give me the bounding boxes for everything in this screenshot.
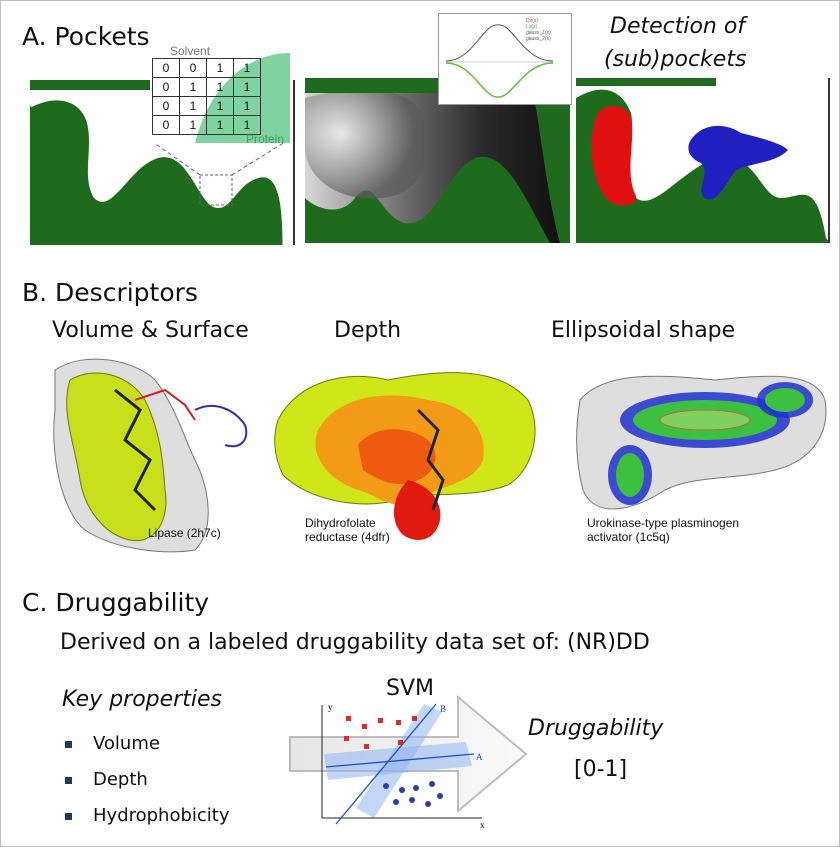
caption-urokinase: Urokinase-type plasminogen activator (1c… bbox=[587, 516, 740, 544]
solvent-label: Solvent bbox=[170, 44, 211, 58]
grid-cell: 1 bbox=[206, 96, 234, 116]
key-properties-label: Key properties bbox=[62, 687, 222, 712]
svm-point-blue bbox=[413, 785, 419, 791]
ellipsoid-image bbox=[576, 375, 827, 510]
grid-cell: 1 bbox=[206, 58, 234, 78]
svm-line-b: B bbox=[440, 704, 446, 714]
svm-axis-y: y bbox=[328, 702, 333, 712]
profile-chart: Dx(x) Lx(x) gauss_1(x) gauss_2(x) bbox=[438, 13, 572, 105]
caption-dihydrofolate: Dihydrofolate reductase (4dfr) bbox=[305, 516, 390, 544]
chart-legend-item: gauss_1(x) bbox=[526, 30, 551, 36]
svm-point-blue bbox=[393, 799, 399, 805]
svm-point-red bbox=[362, 724, 367, 729]
svm-point-red bbox=[396, 720, 401, 725]
pocket-panel-density bbox=[305, 78, 570, 243]
svm-point-blue bbox=[437, 793, 443, 799]
property-volume: Volume bbox=[93, 733, 160, 754]
section-c-title: C. Druggability bbox=[22, 588, 210, 617]
svm-point-blue bbox=[409, 797, 415, 803]
grid-cell: 1 bbox=[233, 115, 261, 135]
chart-legend-item: Dx(x) bbox=[526, 18, 538, 24]
grid-cell: 1 bbox=[206, 115, 234, 135]
descriptor-heading-ellipsoid: Ellipsoidal shape bbox=[551, 318, 736, 343]
chart-legend-item: gauss_2(x) bbox=[526, 36, 551, 42]
grid-cell: 0 bbox=[152, 115, 180, 135]
grid-cell: 0 bbox=[152, 96, 180, 116]
grid-cell: 0 bbox=[152, 58, 180, 78]
grid-cell: 0 bbox=[179, 58, 207, 78]
detection-label-line1: Detection of bbox=[610, 14, 746, 39]
svm-point-blue bbox=[429, 781, 435, 787]
svm-line-a: A bbox=[476, 752, 483, 762]
property-depth: Depth bbox=[93, 769, 148, 790]
svm-point-blue bbox=[383, 783, 389, 789]
grid-cell: 1 bbox=[179, 115, 207, 135]
volume-surface-image bbox=[53, 358, 248, 553]
property-hydrophobicity: Hydrophobicity bbox=[93, 805, 230, 826]
grid-cell: 1 bbox=[179, 77, 207, 97]
protein-label: Protein bbox=[246, 132, 285, 146]
grid-cell: 1 bbox=[206, 77, 234, 97]
svm-point-red bbox=[378, 718, 383, 723]
depth-image bbox=[274, 372, 536, 540]
bullet-icon bbox=[65, 741, 72, 748]
svm-point-red bbox=[364, 744, 369, 749]
caption-lipase: Lipase (2h7c) bbox=[148, 526, 221, 540]
bullet-icon bbox=[65, 777, 72, 784]
svm-label: SVM bbox=[386, 676, 434, 701]
section-a-title: A. Pockets bbox=[22, 22, 150, 51]
detection-label-line2: (sub)pockets bbox=[604, 47, 747, 72]
section-b-title: B. Descriptors bbox=[22, 278, 198, 307]
svm-point-red bbox=[346, 716, 351, 721]
svm-axis-x: x bbox=[480, 820, 485, 830]
descriptor-heading-volume: Volume & Surface bbox=[52, 318, 249, 343]
druggability-output-range: [0-1] bbox=[574, 757, 628, 782]
chart-legend-item: Lx(x) bbox=[526, 24, 537, 30]
grid-cell: 0 bbox=[152, 77, 180, 97]
druggability-output-label: Druggability bbox=[528, 716, 664, 741]
svm-point-blue bbox=[425, 801, 431, 807]
grid-cell: 1 bbox=[233, 58, 261, 78]
grid-cell: 1 bbox=[233, 77, 261, 97]
svm-point-blue bbox=[399, 787, 405, 793]
descriptor-heading-depth: Depth bbox=[334, 318, 402, 343]
svm-point-red bbox=[398, 740, 403, 745]
grid-cell: 1 bbox=[233, 96, 261, 116]
druggability-subtitle: Derived on a labeled druggability data s… bbox=[60, 630, 650, 655]
svm-point-red bbox=[412, 716, 417, 721]
subpocket-panel bbox=[576, 78, 830, 243]
grid-cell: 1 bbox=[179, 96, 207, 116]
svm-point-red bbox=[344, 736, 349, 741]
svm-plot: y x A B bbox=[321, 702, 485, 830]
bullet-icon bbox=[65, 813, 72, 820]
